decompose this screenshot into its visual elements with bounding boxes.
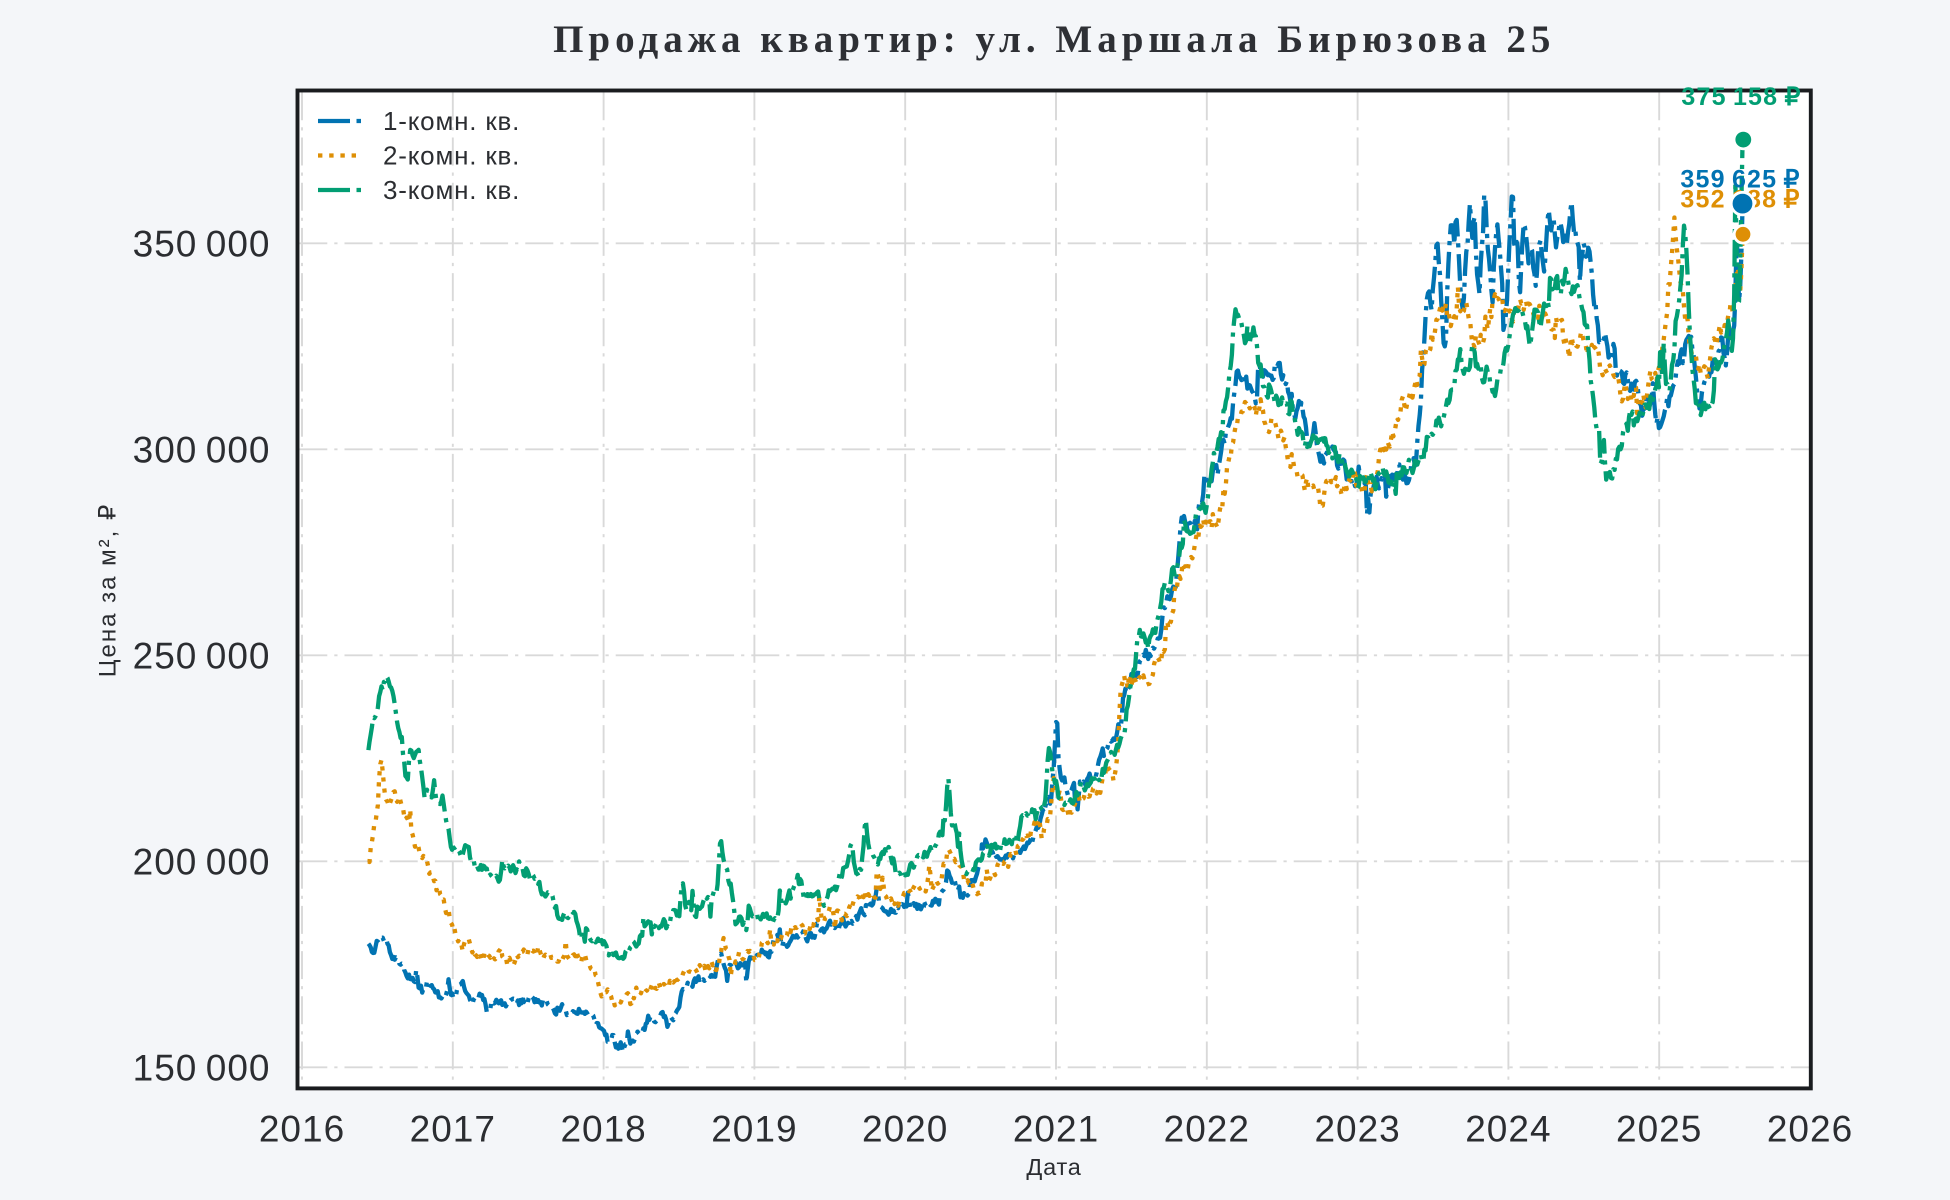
svg-text:200 000: 200 000 bbox=[133, 842, 271, 883]
svg-text:2025: 2025 bbox=[1616, 1109, 1702, 1150]
svg-text:150 000: 150 000 bbox=[133, 1048, 271, 1089]
svg-text:250 000: 250 000 bbox=[133, 636, 271, 677]
svg-text:2024: 2024 bbox=[1465, 1109, 1551, 1150]
svg-text:359 625 ₽: 359 625 ₽ bbox=[1680, 166, 1800, 194]
svg-text:2016: 2016 bbox=[259, 1109, 345, 1150]
svg-text:1-комн. кв.: 1-комн. кв. bbox=[383, 106, 520, 136]
svg-text:2023: 2023 bbox=[1314, 1109, 1400, 1150]
svg-text:2017: 2017 bbox=[410, 1109, 496, 1150]
svg-text:2021: 2021 bbox=[1013, 1109, 1099, 1150]
svg-text:375 158 ₽: 375 158 ₽ bbox=[1681, 83, 1801, 111]
svg-text:2-комн. кв.: 2-комн. кв. bbox=[383, 141, 520, 171]
svg-text:2026: 2026 bbox=[1767, 1109, 1853, 1150]
svg-text:Дата: Дата bbox=[1026, 1154, 1081, 1180]
svg-text:3-комн. кв.: 3-комн. кв. bbox=[383, 175, 520, 205]
svg-text:350 000: 350 000 bbox=[133, 224, 271, 265]
svg-text:2018: 2018 bbox=[560, 1109, 646, 1150]
svg-text:Цена за м², ₽: Цена за м², ₽ bbox=[95, 503, 122, 678]
svg-text:300 000: 300 000 bbox=[133, 430, 271, 471]
svg-text:2020: 2020 bbox=[862, 1109, 948, 1150]
svg-text:2019: 2019 bbox=[711, 1109, 797, 1150]
svg-text:2022: 2022 bbox=[1164, 1109, 1250, 1150]
svg-text:Продажа квартир: ул. Маршала Б: Продажа квартир: ул. Маршала Бирюзова 25 bbox=[553, 18, 1555, 61]
